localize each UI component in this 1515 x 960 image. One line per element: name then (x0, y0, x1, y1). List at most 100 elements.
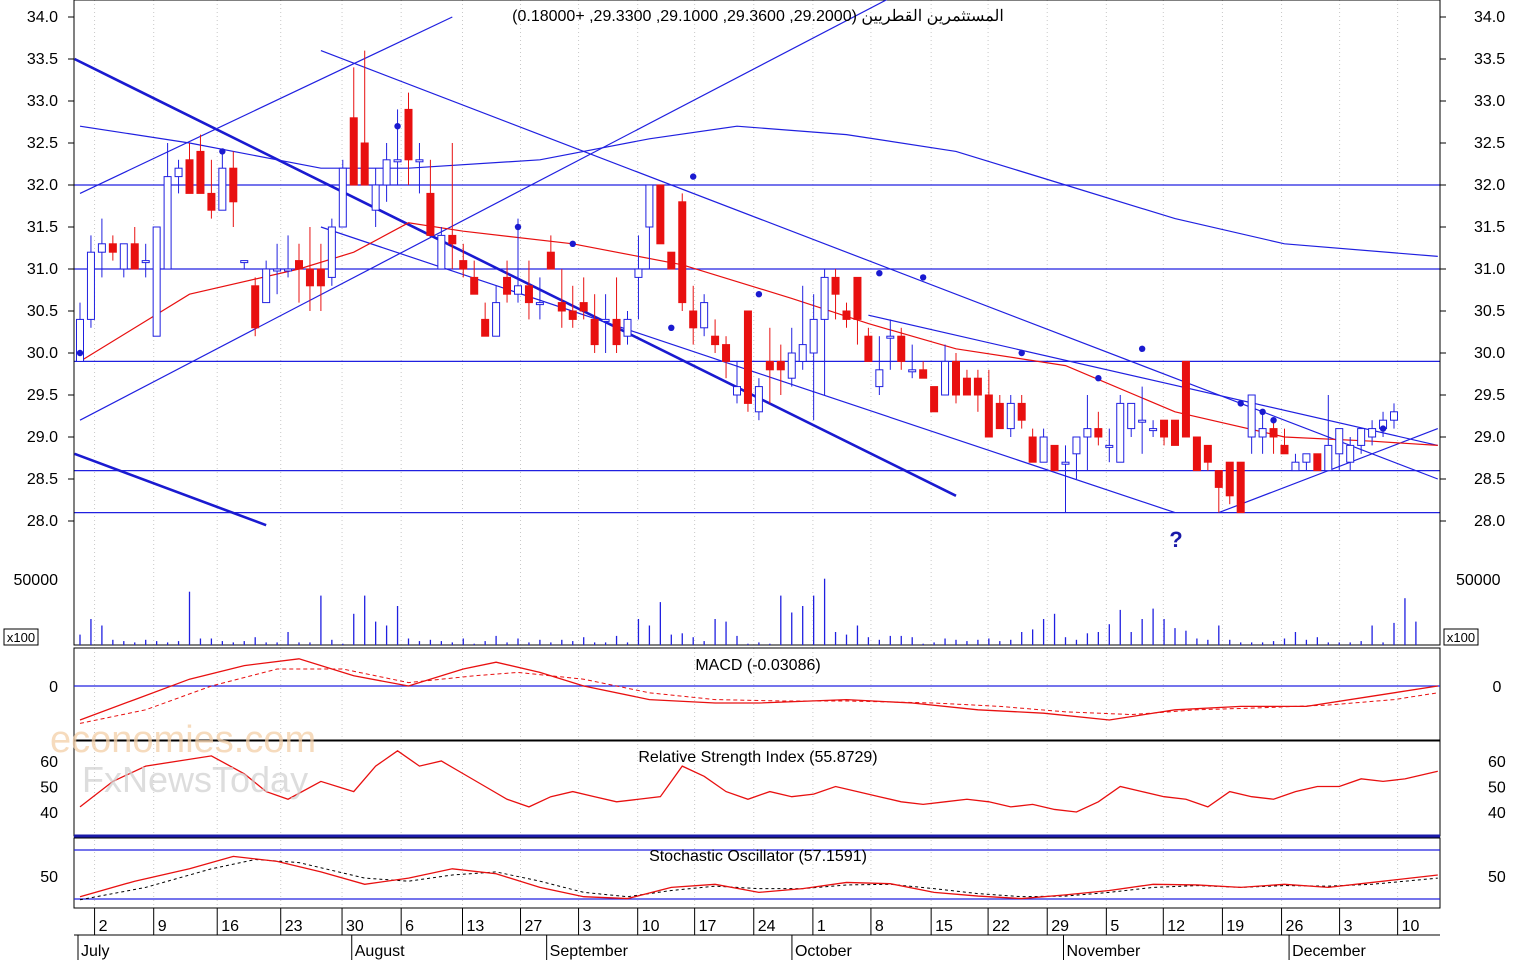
candle-body (667, 251, 676, 270)
candle-body (503, 276, 512, 295)
candle-body (1094, 428, 1103, 438)
candle-body (1214, 470, 1223, 488)
rsi-title: Relative Strength Index (55.8729) (638, 749, 877, 766)
candle-body (1160, 419, 1169, 438)
signal-dot (1259, 408, 1266, 415)
candle-body (229, 167, 238, 203)
candle-body (338, 167, 347, 228)
rsi-tick-left: 40 (40, 805, 58, 822)
month-label: November (1067, 943, 1141, 960)
candle-body (864, 335, 873, 362)
candle-body (1324, 444, 1333, 472)
candle-body (448, 234, 457, 245)
x-tick-label: 22 (992, 918, 1010, 935)
candle-body (1006, 402, 1015, 430)
candle-body (185, 159, 194, 194)
candle-body (952, 360, 960, 396)
candle-body (207, 192, 216, 211)
month-label: September (550, 943, 629, 960)
watermark-fxnewstoday: FxNewsToday (82, 759, 308, 800)
x-tick-label: 16 (221, 918, 239, 935)
x-tick-label: 1 (817, 918, 826, 935)
candle-body (995, 402, 1004, 430)
candle-body (1171, 419, 1179, 446)
x-tick-label: 15 (935, 918, 953, 935)
candle-body (415, 159, 424, 163)
candle-body (546, 251, 555, 270)
signal-dot (1270, 417, 1277, 424)
candle-body (722, 344, 731, 362)
price-tick-left: 33.5 (27, 51, 58, 68)
x-tick-label: 17 (699, 918, 717, 935)
price-tick-right: 29.0 (1474, 429, 1505, 446)
price-tick-right: 28.5 (1474, 471, 1505, 488)
candle-body (316, 268, 325, 287)
trendline (73, 57, 957, 497)
candle-body (1149, 428, 1158, 432)
macd-signal-line (79, 668, 1438, 724)
x-tick-label: 26 (1286, 918, 1304, 935)
x-tick-label: 27 (525, 918, 543, 935)
macd-tick-left: 0 (49, 679, 58, 696)
candle-body (579, 302, 588, 312)
price-tick-left: 29.5 (27, 387, 58, 404)
month-label: August (355, 943, 405, 960)
candle-body (481, 318, 490, 337)
rsi-tick-left: 60 (40, 754, 58, 771)
volume-multiplier-box-left (3, 628, 39, 646)
trendline (74, 452, 267, 527)
indicators: MACD (-0.03086) 0 0 Relative Strength Index… (40, 657, 1506, 901)
signal-dot (1237, 400, 1244, 407)
price-tick-left: 32.0 (27, 177, 58, 194)
candle-body (1017, 402, 1026, 421)
price-tick-left: 33.0 (27, 93, 58, 110)
signal-dot (690, 173, 697, 180)
signal-dot (876, 270, 883, 277)
macd-tick-right: 0 (1493, 679, 1502, 696)
price-tick-right: 30.0 (1474, 345, 1505, 362)
candle-body (612, 318, 621, 346)
candle-body (1028, 436, 1037, 463)
candle-body (360, 142, 369, 186)
x-tick-label: 3 (583, 918, 592, 935)
price-tick-left: 31.0 (27, 261, 58, 278)
volume-bars (79, 578, 1417, 645)
candle-body (623, 318, 632, 337)
candle-body (897, 335, 906, 362)
volume-tick-right: 50000 (1456, 572, 1501, 589)
candle-body (1247, 394, 1256, 438)
candle-body (1280, 444, 1289, 455)
candle-body (700, 302, 709, 329)
candle-body (711, 335, 720, 346)
panel-frame (73, 0, 1441, 646)
stoch-title: Stochastic Oscillator (57.1591) (649, 848, 867, 865)
candle-body (743, 310, 752, 404)
moving-average-short (79, 222, 1438, 446)
price-tick-left: 30.0 (27, 345, 58, 362)
signal-dots (76, 123, 1387, 432)
candle-body (820, 276, 829, 320)
chart-title: المستثمرين القطريين (29.2000, 29.3600, 2… (512, 8, 1004, 25)
axis-labels: 2 9 16 23 30 6 13 27 3 10 17 24 1 8 15 22 29 5 12 19 26 3 10Ju… (3, 9, 1505, 960)
price-tick-right: 33.5 (1474, 51, 1505, 68)
signal-dot (1018, 349, 1025, 357)
price-tick-right: 32.5 (1474, 135, 1505, 152)
candle-body (853, 276, 862, 320)
macd-line (79, 658, 1438, 721)
candle-body (1203, 444, 1212, 463)
candle-body (689, 310, 698, 329)
trendline (79, 0, 888, 421)
candle-body (809, 318, 818, 354)
candle-body (196, 150, 205, 194)
x-tick-label: 10 (1402, 918, 1420, 935)
signal-dot (76, 349, 84, 357)
signal-dot (394, 123, 401, 130)
stoch-line (79, 855, 1438, 900)
price-tick-left: 34.0 (27, 9, 58, 26)
x-tick-label: 6 (405, 918, 414, 935)
candle-body (1335, 428, 1344, 455)
candles (76, 50, 1398, 514)
candle-body (262, 268, 271, 304)
candle-body (459, 260, 468, 270)
